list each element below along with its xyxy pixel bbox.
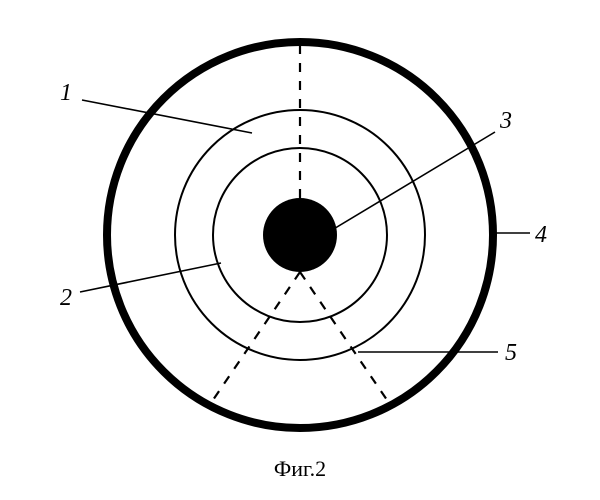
label-3: 3 (500, 108, 512, 135)
cross-section-diagram (0, 0, 600, 470)
label-2: 2 (60, 285, 72, 312)
leader-1 (82, 100, 252, 133)
leader-2 (80, 263, 221, 292)
leader-3 (307, 132, 495, 245)
label-1: 1 (60, 80, 72, 107)
figure-caption: Фиг.2 (274, 456, 326, 482)
label-4: 4 (535, 222, 547, 249)
center-dot (263, 198, 337, 272)
label-5: 5 (505, 340, 517, 367)
